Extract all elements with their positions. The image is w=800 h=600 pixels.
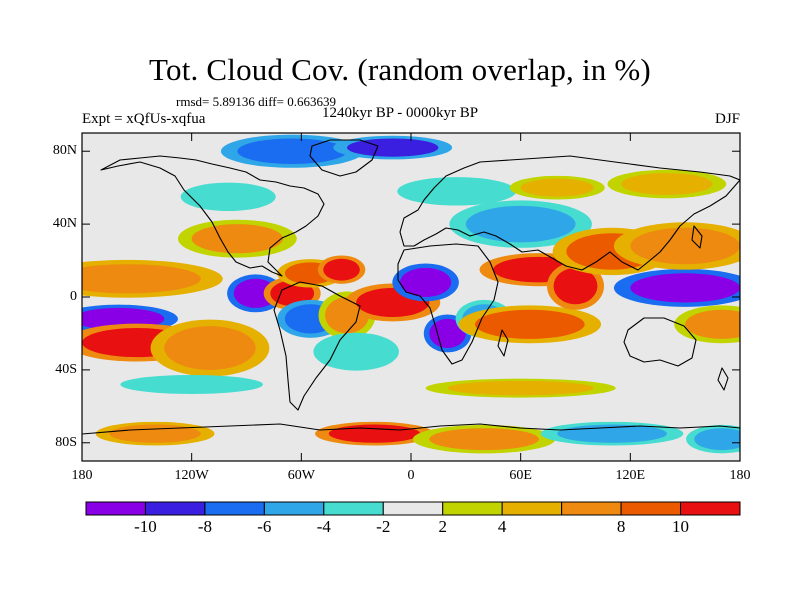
period-label: 1240kyr BP - 0000kyr BP — [322, 105, 479, 121]
coastlines — [82, 139, 740, 435]
colorbar-label: 10 — [672, 517, 690, 536]
x-tick-label: 60E — [509, 468, 532, 483]
colorbar-swatch — [501, 501, 563, 516]
colorbar-label: -4 — [316, 517, 331, 536]
colorbar-label: 8 — [616, 517, 626, 536]
axis-ticks — [81, 133, 741, 461]
anomaly-blob — [474, 309, 585, 339]
anomaly-blob — [694, 428, 740, 451]
y-tick-label: 80S — [55, 434, 77, 450]
coastline-eurasia — [399, 155, 740, 271]
anomaly-blob — [323, 337, 390, 367]
anomaly-blob — [109, 424, 201, 443]
colorbar-label: -10 — [134, 517, 157, 536]
x-tick-label: 180 — [729, 468, 751, 483]
colorbar-swatch — [263, 501, 325, 516]
x-tick-label: 120W — [174, 468, 209, 483]
anomaly-blob — [237, 138, 348, 164]
colorbar-label: -8 — [197, 517, 212, 536]
coastline-japan — [691, 225, 703, 249]
y-tick-label: 40N — [52, 216, 77, 232]
x-tick-label: 180 — [71, 468, 93, 483]
colorbar-swatch — [85, 501, 146, 516]
anomaly-blob — [191, 185, 265, 208]
anomaly-blob — [465, 205, 576, 243]
colorbar-swatch — [620, 501, 682, 516]
season-label: DJF — [714, 111, 740, 127]
anomaly-blob — [136, 377, 247, 392]
colorbar-swatch — [561, 501, 622, 516]
x-tick-label: 120E — [615, 468, 646, 483]
plot-area — [82, 133, 740, 461]
y-tick-label: 40S — [55, 361, 77, 377]
colorbar — [85, 501, 741, 516]
colorbar-swatch — [204, 501, 265, 516]
coastline-south-america — [273, 281, 361, 411]
x-tick-label: 60W — [287, 468, 315, 483]
anomaly-blob — [323, 258, 360, 281]
colorbar-swatch — [382, 501, 444, 516]
anomaly-blob — [82, 264, 201, 294]
anomaly-blob — [429, 428, 539, 451]
coastline-new-zealand — [717, 367, 729, 391]
colorbar-label: 4 — [497, 517, 507, 536]
y-tick-label: 0 — [70, 289, 77, 304]
anomaly-blob — [429, 318, 466, 349]
coastline-australia — [623, 317, 697, 367]
colorbar-label: -2 — [376, 517, 391, 536]
anomaly-blob — [630, 273, 740, 303]
anomaly-blob — [553, 267, 598, 305]
colorbar-swatch — [442, 501, 503, 516]
anomaly-blob — [685, 309, 740, 339]
colorbar-label: -6 — [257, 517, 272, 536]
colorbar-label: 2 — [438, 517, 447, 536]
anomaly-blob — [520, 178, 594, 197]
anomaly-blob — [447, 380, 594, 396]
colorbar-swatch — [144, 501, 206, 516]
coastline-antarctica — [82, 423, 740, 435]
experiment-label: Expt = xQfUs-xqfua — [82, 111, 206, 127]
coastline-north-america — [100, 155, 325, 277]
anomaly-blob — [328, 424, 421, 443]
anomaly-blob — [630, 227, 740, 265]
coastline-madagascar — [497, 329, 509, 357]
chart-title: Tot. Cloud Cov. (random overlap, in %) — [149, 52, 651, 87]
coastline-greenland — [309, 139, 379, 177]
x-tick-label: 0 — [407, 468, 415, 483]
y-tick-label: 80N — [52, 143, 77, 159]
anomaly-blob — [164, 326, 256, 370]
anomaly-blob — [347, 138, 439, 157]
anomaly-blob — [400, 267, 452, 297]
anomaly-blob — [411, 180, 503, 203]
colorbar-swatch — [323, 501, 384, 516]
coastline-africa — [397, 243, 499, 365]
stats-text: rmsd= 5.89136 diff= 0.663639 — [176, 94, 336, 109]
anomaly-blob — [191, 224, 284, 254]
anomaly-fields — [82, 134, 740, 454]
anomaly-blob — [621, 173, 713, 195]
colorbar-swatch — [680, 501, 741, 516]
